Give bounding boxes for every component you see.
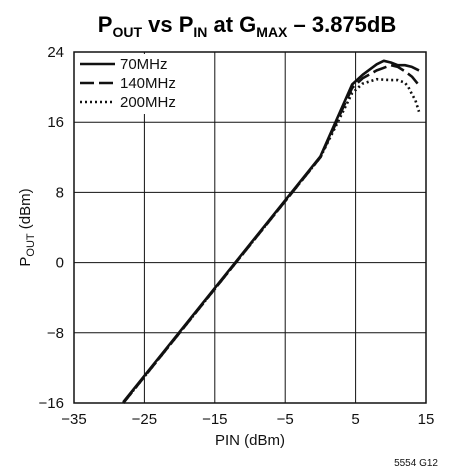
- x-tick-label: −15: [202, 411, 227, 428]
- chart-title-part: vs P: [142, 12, 193, 37]
- y-tick-labels: −16 −8 0 8 16 24: [39, 44, 64, 412]
- y-tick-label: 16: [47, 114, 64, 131]
- x-tick-label: 5: [351, 411, 359, 428]
- y-tick-label: 0: [56, 255, 64, 272]
- chart-title-part: P: [98, 12, 113, 37]
- legend-label: 70MHz: [120, 56, 168, 73]
- y-axis-label: POUT (dBm): [17, 188, 37, 266]
- chart-title: POUT vs PIN at GMAX – 3.875dB: [98, 12, 397, 40]
- y-tick-label: −16: [39, 395, 64, 412]
- series-layer: [122, 59, 421, 404]
- y-axis-label-subscript: OUT: [25, 233, 37, 257]
- x-tick-labels: −35 −25 −15 −5 5 15: [61, 411, 434, 428]
- y-axis-label-main: P: [17, 257, 34, 267]
- chart-title-subscript: MAX: [256, 24, 288, 40]
- x-tick-label: 15: [418, 411, 435, 428]
- legend: 70MHz 140MHz 200MHz: [80, 56, 176, 111]
- y-axis-label-rest: (dBm): [17, 188, 34, 233]
- chart-title-subscript: OUT: [112, 24, 142, 40]
- plot-frame: [73, 51, 427, 404]
- series-line-140mhz: [122, 63, 421, 404]
- x-tick-label: −5: [277, 411, 294, 428]
- chart-title-subscript: IN: [193, 24, 207, 40]
- x-tick-label: −35: [61, 411, 86, 428]
- x-axis-label: PIN (dBm): [215, 432, 285, 449]
- y-tick-label: 24: [47, 44, 64, 61]
- y-tick-label: 8: [56, 184, 64, 201]
- chart-title-part: – 3.875dB: [287, 12, 396, 37]
- x-tick-label: −25: [132, 411, 157, 428]
- series-line-200mhz: [122, 77, 421, 404]
- figure-code: 5554 G12: [394, 458, 438, 469]
- chart-title-part: at G: [207, 12, 256, 37]
- legend-label: 200MHz: [120, 94, 176, 111]
- legend-label: 140MHz: [120, 75, 176, 92]
- y-tick-label: −8: [47, 325, 64, 342]
